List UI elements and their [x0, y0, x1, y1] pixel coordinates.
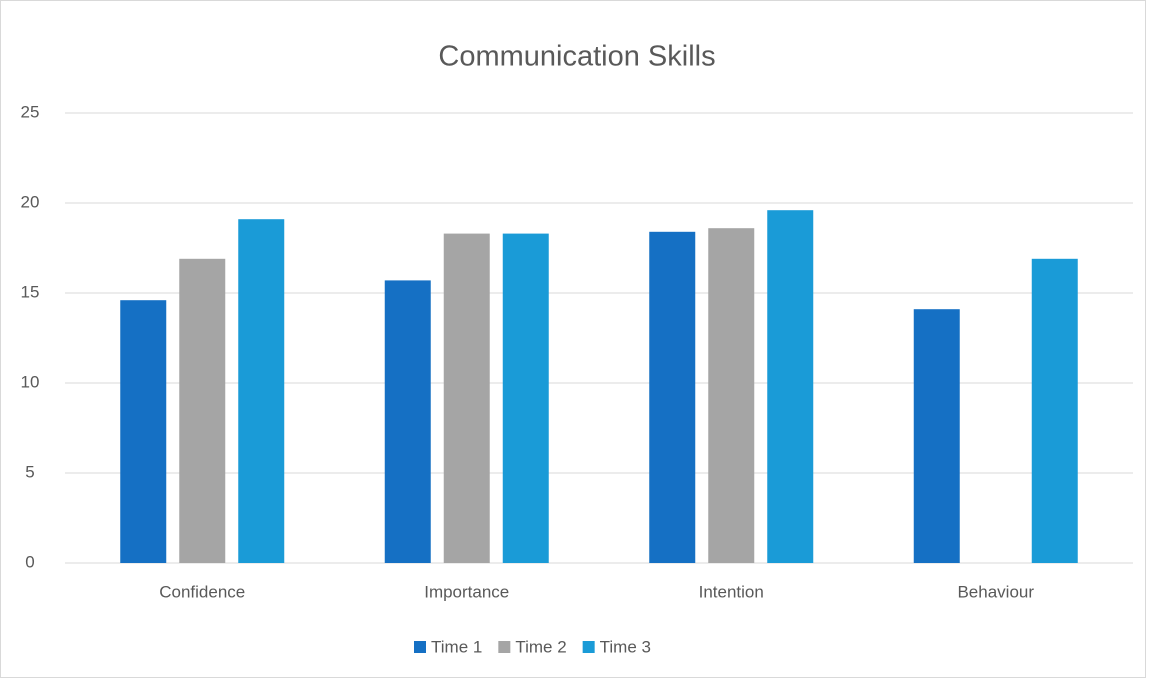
- y-tick-label: 20: [21, 192, 40, 211]
- legend-label: Time 3: [600, 637, 651, 656]
- legend-swatch: [498, 641, 511, 653]
- legend-label: Time 2: [515, 637, 566, 656]
- bar: [708, 228, 755, 563]
- y-tick-label: 0: [25, 552, 34, 571]
- y-tick-label: 15: [21, 282, 40, 301]
- bar: [913, 309, 960, 563]
- legend-swatch: [414, 641, 426, 653]
- x-tick-label: Intention: [699, 582, 764, 601]
- legend-label: Time 1: [431, 637, 482, 656]
- bar: [1031, 258, 1078, 563]
- y-tick-label: 25: [21, 102, 40, 121]
- bar: [443, 233, 490, 563]
- bar: [502, 233, 549, 563]
- bar: [238, 219, 285, 563]
- y-tick-label: 5: [25, 462, 34, 481]
- y-tick-label: 10: [21, 372, 40, 391]
- bar: [179, 258, 226, 563]
- chart-title: Communication Skills: [438, 41, 715, 73]
- x-tick-label: Importance: [424, 582, 509, 601]
- bar: [120, 300, 167, 563]
- bar: [649, 231, 696, 564]
- bar: [384, 280, 431, 563]
- x-tick-label: Behaviour: [957, 582, 1034, 601]
- x-tick-label: Confidence: [159, 582, 245, 601]
- legend-swatch: [582, 641, 595, 653]
- bar: [767, 210, 814, 563]
